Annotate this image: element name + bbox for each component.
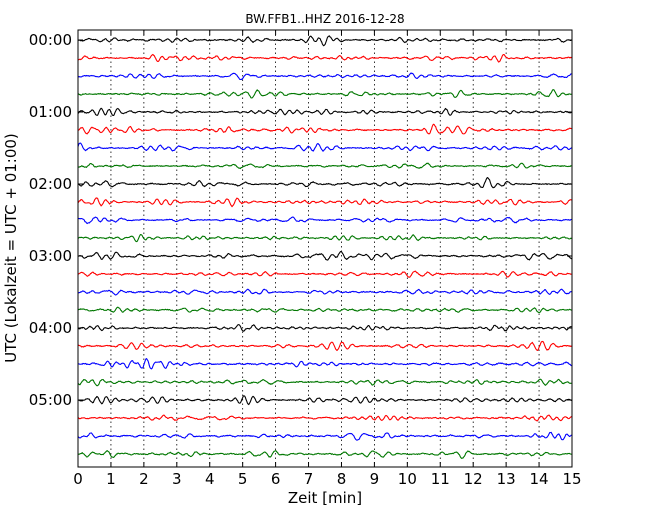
- x-tick-label: 7: [304, 470, 314, 488]
- y-tick-label: 04:00: [29, 319, 72, 337]
- trace-0: [77, 35, 572, 47]
- trace-13: [77, 270, 572, 278]
- x-tick-label: 5: [238, 470, 248, 488]
- trace-17: [77, 340, 572, 352]
- trace-6: [77, 142, 572, 152]
- y-axis-label: UTC (Lokalzeit = UTC + 01:00): [2, 133, 20, 363]
- x-tick-label: 0: [73, 470, 83, 488]
- trace-9: [77, 197, 572, 208]
- x-tick-label: 8: [337, 470, 347, 488]
- x-tick-label: 9: [370, 470, 380, 488]
- x-axis-label: Zeit [min]: [288, 489, 362, 507]
- trace-11: [77, 234, 572, 243]
- trace-15: [77, 306, 572, 314]
- plot-frame: [77, 29, 573, 468]
- x-tick-label: 11: [431, 470, 450, 488]
- trace-12: [77, 251, 572, 261]
- trace-18: [77, 358, 572, 370]
- trace-14: [77, 288, 572, 296]
- trace-16: [77, 324, 572, 332]
- trace-22: [77, 431, 572, 441]
- y-tick-label: 02:00: [29, 175, 72, 193]
- x-tick-label: 6: [271, 470, 281, 488]
- trace-19: [77, 378, 572, 387]
- y-axis-ticks: 00:00 01:00 02:00 03:00 04:00 05:00: [29, 31, 572, 409]
- x-tick-label: 13: [497, 470, 516, 488]
- trace-5: [77, 123, 572, 135]
- trace-10: [77, 216, 572, 225]
- trace-20: [77, 395, 572, 406]
- trace-7: [77, 162, 572, 170]
- x-tick-label: 4: [205, 470, 215, 488]
- trace-3: [77, 89, 572, 99]
- trace-23: [77, 450, 572, 459]
- trace-21: [77, 414, 572, 422]
- x-axis-ticks: 0 1 2 3 4 5 6 7 8 9 10 11 12 13 14 15: [73, 30, 582, 488]
- seismic-traces: [77, 35, 572, 459]
- y-tick-label: 03:00: [29, 247, 72, 265]
- x-tick-label: 12: [464, 470, 483, 488]
- x-tick-label: 14: [530, 470, 549, 488]
- y-tick-label: 00:00: [29, 31, 72, 49]
- y-tick-label: 05:00: [29, 391, 72, 409]
- trace-8: [77, 177, 572, 189]
- x-tick-label: 3: [172, 470, 182, 488]
- x-tick-label: 1: [106, 470, 116, 488]
- chart-title: BW.FFB1..HHZ 2016-12-28: [245, 12, 404, 26]
- x-tick-label: 2: [139, 470, 149, 488]
- trace-2: [77, 72, 572, 81]
- x-tick-label: 10: [398, 470, 417, 488]
- trace-4: [77, 107, 572, 117]
- vertical-grid: [110, 30, 540, 467]
- y-tick-label: 01:00: [29, 103, 72, 121]
- trace-1: [77, 53, 572, 63]
- x-tick-label: 15: [562, 470, 581, 488]
